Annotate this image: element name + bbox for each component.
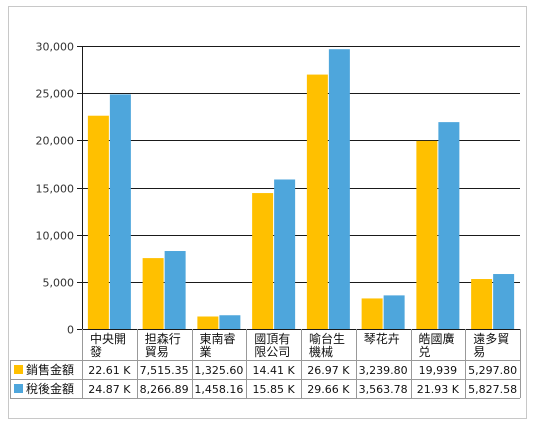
x-category-label: 皓國廣: [419, 332, 455, 346]
bar: [197, 316, 219, 329]
x-category-label: 業: [200, 345, 212, 359]
y-tick-label: 30,000: [36, 41, 75, 54]
table-cell-value: 5,297.80: [468, 364, 517, 377]
bar: [274, 179, 296, 329]
table-cell-value: 29.66 K: [307, 383, 350, 396]
x-category-label: 兑: [419, 345, 431, 359]
y-tick-label: 10,000: [36, 230, 75, 243]
table-cell-value: 5,827.58: [468, 383, 517, 396]
legend-series-name: 銷售金額: [26, 362, 74, 377]
table-cell-value: 3,239.80: [359, 364, 408, 377]
bar: [252, 193, 274, 329]
table-cell-value: 21.93 K: [417, 383, 460, 396]
x-category-label: 限公司: [254, 345, 290, 359]
y-tick-label: 25,000: [36, 88, 75, 101]
legend-swatch: [14, 384, 23, 393]
table-cell-value: 15.85 K: [253, 383, 296, 396]
table-cell-value: 3,563.78: [359, 383, 408, 396]
table-cell-value: 19,939: [419, 364, 458, 377]
x-category-label: 國頂有: [254, 332, 290, 346]
x-category-label: 喻台生: [309, 331, 345, 346]
table-cell-value: 7,515.35: [140, 364, 189, 377]
legend-series-name: 稅後金額: [26, 381, 74, 396]
table-cell-value: 24.87 K: [88, 383, 131, 396]
bar: [306, 74, 328, 329]
bar: [328, 49, 350, 329]
x-category-label: 遠多貿: [473, 332, 509, 346]
y-tick-label: 0: [67, 324, 74, 337]
bar: [87, 115, 109, 329]
table-cell-value: 26.97 K: [307, 364, 350, 377]
table-cell-value: 1,325.60: [194, 364, 243, 377]
table-cell-value: 22.61 K: [88, 364, 131, 377]
legend-swatch: [14, 365, 23, 374]
bar: [219, 315, 241, 329]
table-cell-value: 14.41 K: [253, 364, 296, 377]
bar: [361, 298, 383, 329]
table-cell-value: 8,266.89: [140, 383, 189, 396]
y-axis-tick-labels: 0 5,000 10,000 15,000 20,000 25,000 30,000: [36, 41, 75, 337]
bar: [471, 279, 493, 329]
x-category-label: 機械: [309, 344, 333, 359]
bars: [87, 49, 515, 329]
x-category-label: 琴花卉: [364, 331, 400, 346]
x-category-label: 發: [90, 344, 102, 359]
x-category-label: 中央開: [90, 331, 126, 346]
bar: [493, 274, 515, 329]
table-cell-value: 1,458.16: [194, 383, 243, 396]
x-category-label: 担森行: [145, 331, 181, 346]
bar: [383, 295, 405, 329]
x-category-label: 東南睿: [200, 331, 236, 346]
bar: [416, 140, 438, 329]
y-tick-label: 20,000: [36, 135, 75, 148]
bar: [109, 94, 131, 329]
y-tick-label: 15,000: [36, 183, 75, 196]
bar: [438, 122, 460, 329]
y-tick-label: 5,000: [43, 277, 75, 290]
bar: [164, 251, 186, 329]
x-category-label: 貿易: [145, 345, 169, 359]
x-category-label: 易: [473, 345, 485, 359]
data-table: 銷售金額 22.61 K 7,515.35 1,325.60 14.41 K 26.97 …: [10, 360, 520, 399]
bar: [142, 258, 164, 329]
